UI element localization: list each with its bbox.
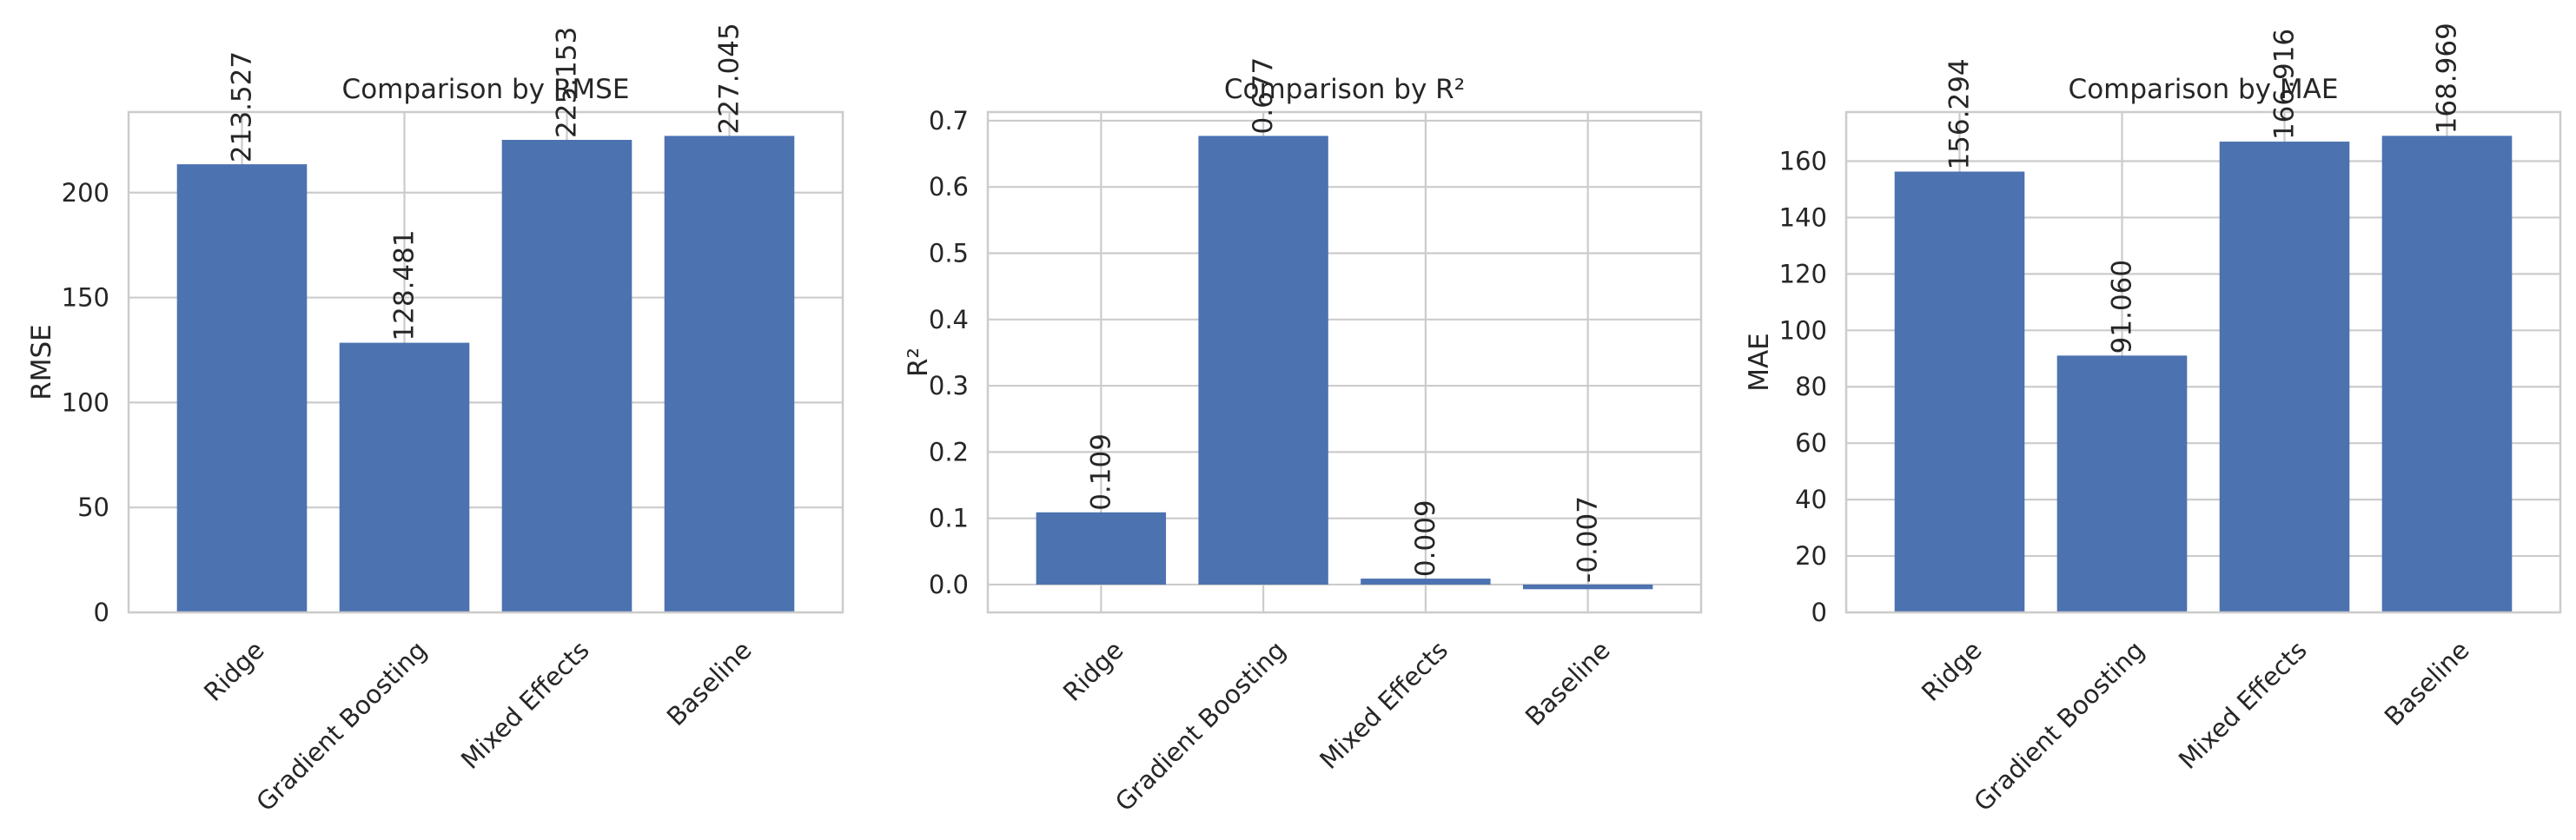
bar-value-label: -0.007 — [1573, 496, 1604, 583]
y-tick-label: 0.6 — [929, 172, 969, 202]
bar-1 — [1894, 171, 2025, 613]
bar-4 — [664, 136, 795, 612]
y-tick-label: 0.0 — [929, 570, 969, 599]
bar-value-label: 0.109 — [1085, 433, 1116, 511]
plot-frame — [1844, 110, 2562, 614]
y-tick-label: 0.7 — [929, 106, 969, 136]
y-axis-label: MAE — [1744, 333, 1775, 392]
y-tick-label: 160 — [1779, 146, 1827, 175]
bar-3 — [2219, 142, 2350, 612]
y-tick-label: 0 — [1811, 598, 1827, 627]
bar-value-label: 168.969 — [2432, 23, 2463, 134]
bar-4 — [1522, 584, 1653, 590]
y-tick-label: 0 — [94, 598, 109, 627]
y-tick-label: 150 — [62, 283, 109, 313]
y-tick-label: 40 — [1795, 485, 1827, 514]
bar-4 — [2381, 136, 2513, 612]
bar-value-label: 0.677 — [1248, 57, 1279, 135]
y-axis-label: R² — [903, 347, 934, 377]
bar-3 — [501, 140, 632, 613]
y-tick-label: 0.4 — [929, 305, 969, 334]
y-tick-label: 140 — [1779, 202, 1827, 232]
y-tick-label: 0.5 — [929, 239, 969, 268]
y-tick-label: 60 — [1795, 428, 1827, 458]
bar-2 — [1198, 136, 1328, 585]
bar-value-label: 213.527 — [226, 51, 257, 162]
y-tick-label: 80 — [1795, 372, 1827, 401]
y-tick-label: 120 — [1779, 259, 1827, 288]
y-tick-label: 100 — [62, 387, 109, 417]
y-tick-label: 100 — [1779, 315, 1827, 345]
bar-value-label: 91.060 — [2106, 260, 2137, 354]
bar-value-label: 0.009 — [1410, 499, 1441, 577]
bar-2 — [2056, 355, 2188, 612]
bar-2 — [339, 342, 470, 612]
plot-frame — [986, 110, 1703, 614]
bar-value-label: 227.045 — [714, 23, 745, 134]
bar-3 — [1361, 579, 1491, 585]
bar-value-label: 128.481 — [388, 229, 420, 341]
y-tick-label: 0.1 — [929, 504, 969, 533]
plot-frame — [127, 110, 844, 614]
y-axis-label: RMSE — [26, 324, 57, 400]
bar-value-label: 225.153 — [552, 27, 583, 138]
bar-value-label: 166.916 — [2269, 29, 2301, 140]
chart-title: Comparison by R² — [1224, 74, 1465, 105]
y-tick-label: 200 — [62, 178, 109, 208]
chart-title: Comparison by MAE — [2069, 74, 2339, 105]
bar-1 — [1036, 512, 1167, 585]
y-tick-label: 20 — [1795, 541, 1827, 571]
y-tick-label: 50 — [77, 493, 109, 522]
y-tick-label: 0.3 — [929, 371, 969, 400]
bar-1 — [176, 164, 308, 613]
bar-value-label: 156.294 — [1944, 58, 1975, 169]
chart-title: Comparison by RMSE — [342, 74, 630, 105]
y-tick-label: 0.2 — [929, 437, 969, 466]
